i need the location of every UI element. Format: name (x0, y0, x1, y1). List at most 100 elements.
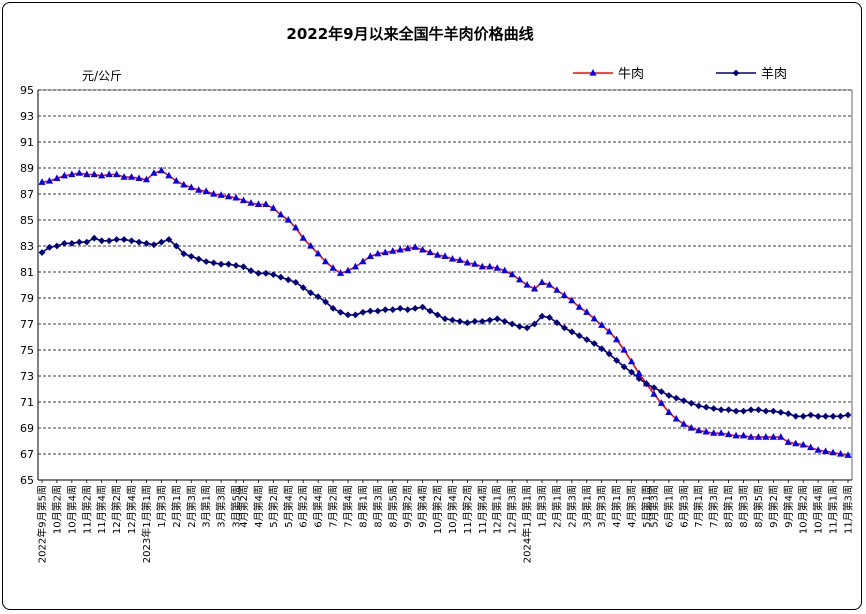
x-tick-label: 11月第4周 (95, 485, 108, 534)
data-point (344, 311, 352, 319)
data-point (404, 306, 412, 314)
data-point (807, 443, 815, 451)
data-point (434, 311, 441, 319)
y-tick-label: 85 (20, 214, 34, 227)
data-point (329, 305, 337, 312)
data-point (672, 414, 680, 422)
data-point (411, 305, 419, 312)
x-tick-label: 9月第2周 (767, 485, 780, 528)
x-tick-label: 6月第2周 (297, 485, 310, 528)
x-tick-label: 2月第1周 (550, 485, 563, 528)
data-point (478, 262, 486, 270)
data-point (180, 180, 188, 188)
data-point (366, 252, 374, 259)
data-point (530, 284, 539, 292)
data-point (389, 306, 397, 314)
data-point (165, 236, 173, 243)
data-point (687, 399, 695, 407)
y-tick-label: 81 (20, 266, 34, 279)
data-point (337, 308, 344, 316)
data-point (128, 237, 135, 245)
data-point (516, 323, 524, 330)
data-point (374, 249, 382, 257)
data-point (672, 394, 680, 402)
y-tick-label: 93 (20, 110, 34, 123)
data-point (568, 328, 576, 336)
y-axis-unit-label: 元/公斤 (82, 69, 122, 83)
x-tick-label: 12月第4周 (125, 485, 138, 534)
data-point (262, 200, 270, 207)
data-point (605, 327, 613, 335)
data-point (814, 446, 822, 453)
x-tick-label: 7月第1周 (692, 485, 705, 528)
data-point (695, 426, 703, 434)
legend-label: 羊肉 (761, 66, 787, 82)
x-tick-label: 10月第4周 (446, 485, 459, 534)
x-tick-label: 9月第4周 (782, 485, 795, 528)
data-point (784, 438, 792, 445)
x-tick-label: 4月第3周 (625, 485, 638, 528)
data-point (657, 399, 666, 406)
data-point (292, 279, 300, 286)
x-tick-label: 11月第3周 (842, 485, 855, 534)
data-point (725, 406, 732, 414)
x-tick-label: 5月第2周 (267, 485, 280, 528)
data-point (680, 420, 688, 427)
data-point (717, 406, 725, 414)
data-point (740, 407, 747, 415)
x-tick-label: 10月第2周 (797, 485, 810, 534)
data-point (680, 397, 688, 405)
data-point (292, 223, 300, 231)
legend-item-mutton: 羊肉 (716, 66, 787, 82)
data-point (650, 390, 658, 397)
data-point (344, 266, 352, 274)
data-point (545, 281, 554, 288)
data-point (158, 238, 165, 246)
data-point (755, 406, 762, 414)
data-point (150, 169, 158, 176)
x-tick-label: 3月第1周 (580, 485, 593, 528)
data-point (732, 407, 740, 415)
data-point (463, 258, 471, 266)
data-point (284, 216, 292, 223)
data-point (352, 311, 359, 319)
data-point (508, 320, 516, 328)
data-point (710, 429, 718, 436)
data-point (665, 408, 673, 415)
data-point (575, 303, 583, 310)
data-point (814, 412, 822, 420)
data-point (769, 407, 777, 415)
data-point (426, 248, 434, 256)
x-tick-label: 5月第4周 (282, 485, 295, 528)
data-point (90, 234, 98, 242)
x-tick-label: 3月第3周 (595, 485, 608, 528)
data-point (613, 357, 621, 364)
data-point (45, 177, 54, 184)
data-point (717, 429, 725, 436)
data-point (255, 269, 262, 277)
data-point (224, 192, 233, 200)
data-point (225, 260, 232, 268)
gridlines (38, 89, 852, 455)
data-point (643, 380, 650, 388)
data-point (553, 286, 561, 293)
y-tick-label: 77 (20, 318, 34, 331)
data-point (75, 238, 83, 246)
data-point (516, 275, 524, 283)
data-point (83, 238, 91, 246)
data-point (38, 178, 46, 185)
x-tick-label: 7月第2周 (327, 485, 340, 528)
data-point (486, 262, 494, 270)
x-tick-label: 5月第1周 (640, 485, 653, 528)
data-point (329, 264, 337, 271)
data-point (561, 324, 568, 332)
data-point (501, 266, 509, 274)
data-point (456, 256, 464, 263)
data-point (523, 281, 531, 288)
x-tick-labels: 2022年9月第5周 10月第2周 10月第4周 11月第2周 11月第4周 12月第2周… (36, 485, 855, 563)
legend-marker (589, 69, 597, 76)
data-point (113, 170, 121, 178)
data-point (769, 433, 777, 440)
